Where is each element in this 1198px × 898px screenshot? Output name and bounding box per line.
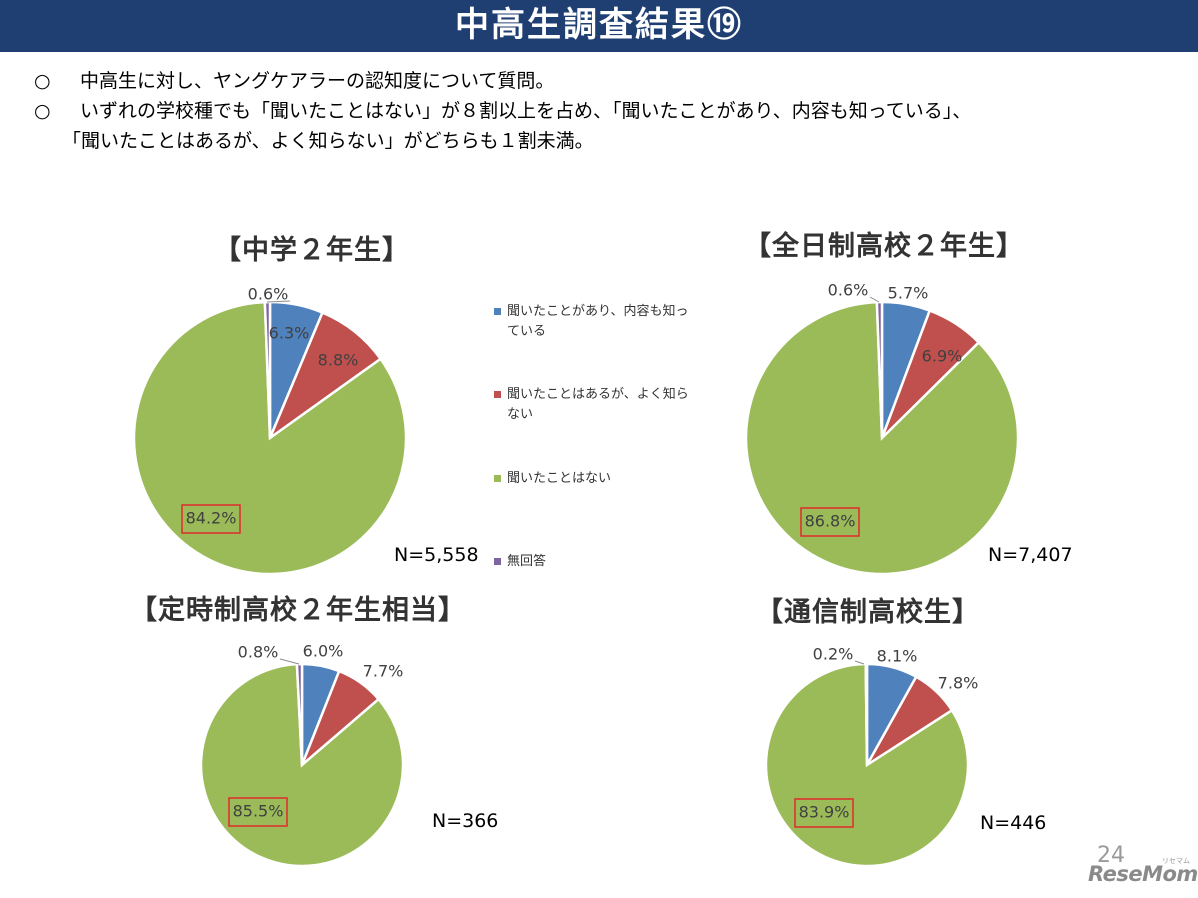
pie-slice — [199, 662, 405, 868]
bullet-2-text: いずれの学校種でも「聞いたことはない」が８割以上を占め、「聞いたことがあり、内容… — [80, 100, 972, 122]
sample-size-label: N=7,407 — [988, 544, 1073, 566]
legend-swatch — [494, 391, 501, 398]
label-leader-line — [279, 658, 300, 665]
label-leader-line — [266, 300, 291, 303]
legend-label: 聞いたことはあるが、よく知ら — [507, 387, 689, 402]
slice-data-label: 0.2% — [813, 645, 854, 664]
legend-label: ない — [507, 407, 534, 422]
slice-data-label: 6.3% — [269, 324, 310, 343]
slice-data-label: 83.9% — [799, 803, 850, 822]
sample-size-label: N=366 — [432, 810, 499, 832]
label-leader-line — [854, 660, 865, 665]
slice-data-label: 86.8% — [805, 512, 856, 531]
chart-title-fulltime-high: 【全日制高校２年生】 — [744, 231, 1024, 262]
pie-chart-3: 8.1% 7.8% 83.9% 0.2% — [764, 645, 979, 868]
pie-chart-1: 5.7% 6.9% 86.8% 0.6% — [744, 281, 1020, 576]
slice-data-label: 6.9% — [922, 347, 963, 366]
pie-slice — [132, 300, 408, 576]
slice-data-label: 8.8% — [318, 351, 359, 370]
sample-size-label: N=5,558 — [394, 544, 479, 566]
legend-label: 聞いたことがあり、内容も知っ — [507, 304, 689, 319]
slice-data-label: 8.1% — [877, 647, 918, 666]
slice-data-label: 7.8% — [938, 674, 979, 693]
pie-slice — [295, 662, 304, 766]
legend-item: 聞いたことがあり、内容も知っ ている — [494, 302, 704, 342]
legend-swatch — [494, 475, 501, 482]
pie-chart-0: 6.3% 8.8% 84.2% 0.6% — [132, 285, 408, 576]
legend-label: 聞いたことはない — [507, 471, 612, 486]
slice-data-label: 5.7% — [888, 284, 929, 303]
page-title: 中高生調査結果⑲ — [455, 5, 743, 45]
slice-data-label: 0.6% — [248, 285, 289, 304]
slice-data-label: 0.6% — [828, 281, 869, 300]
highlight-box — [181, 504, 241, 534]
bullet-mark: ○ — [34, 100, 51, 122]
resemom-logo-sub: リセマム — [1162, 857, 1190, 865]
chart-title-correspondence-high: 【通信制高校生】 — [756, 597, 980, 628]
pie-slice — [744, 300, 1020, 576]
legend-item: 聞いたことはない — [494, 469, 704, 489]
page-number: 24 — [1097, 843, 1125, 868]
legend-swatch — [494, 558, 501, 565]
highlight-box — [800, 507, 860, 537]
slice-data-label: 7.7% — [363, 662, 404, 681]
pie-chart-2: 6.0% 7.7% 85.5% 0.8% — [199, 642, 405, 868]
slice-data-label: 85.5% — [233, 802, 284, 821]
bullet-mark: ○ — [34, 70, 51, 92]
chart-title-junior-high: 【中学２年生】 — [214, 235, 410, 266]
legend-label: 無回答 — [507, 554, 547, 569]
slice-data-label: 84.2% — [186, 509, 237, 528]
bullet-2-continuation: 「聞いたことはあるが、よく知らない」がどちらも１割未満。 — [62, 130, 594, 152]
bullet-2: ○ いずれの学校種でも「聞いたことはない」が８割以上を占め、「聞いたことがあり、内… — [34, 98, 971, 124]
legend-item: 聞いたことはあるが、よく知ら ない — [494, 385, 704, 425]
resemom-logo: ReseMom — [1088, 862, 1198, 886]
bullet-1: ○ 中高生に対し、ヤングケアラーの認知度について質問。 — [34, 68, 554, 94]
title-bar — [0, 0, 1198, 52]
label-leader-line — [869, 296, 880, 303]
slice-data-label: 0.8% — [238, 643, 279, 662]
bullet-1-text: 中高生に対し、ヤングケアラーの認知度について質問。 — [80, 70, 555, 92]
legend-label: ている — [507, 324, 547, 339]
highlight-box — [228, 797, 288, 827]
highlight-box — [794, 798, 854, 828]
legend-swatch — [494, 308, 501, 315]
sample-size-label: N=446 — [980, 812, 1047, 834]
slice-data-label: 6.0% — [303, 642, 344, 661]
pie-slice — [864, 662, 869, 766]
pie-slice — [875, 300, 884, 439]
chart-title-parttime-high: 【定時制高校２年生相当】 — [130, 595, 466, 626]
legend-item: 無回答 — [494, 552, 704, 572]
